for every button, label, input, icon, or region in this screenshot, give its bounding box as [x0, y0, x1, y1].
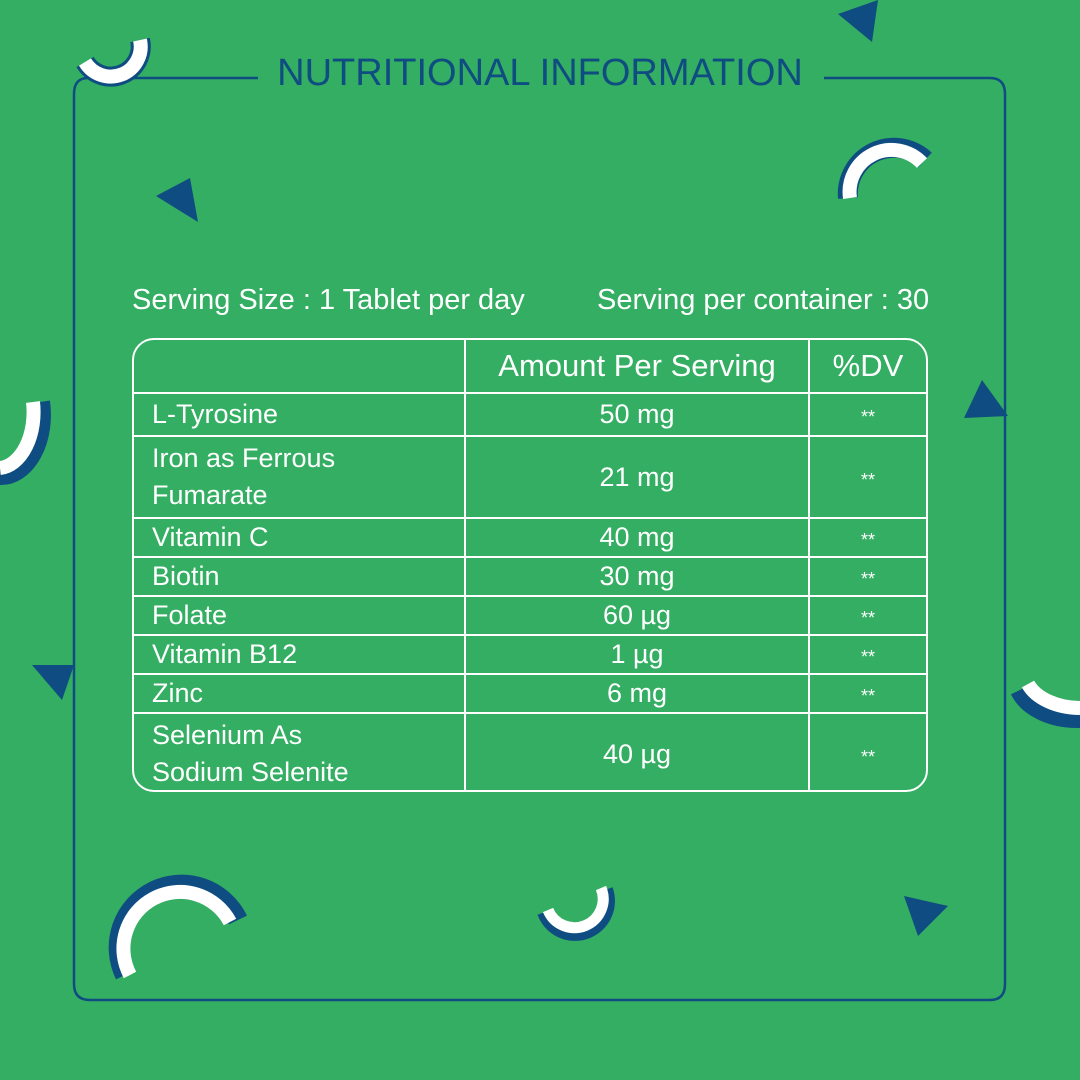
dv-cell: **: [808, 392, 926, 437]
header-cell: Amount Per Serving: [464, 340, 810, 394]
amt-text: 60 µg: [602, 600, 672, 630]
dv-cell: **: [808, 435, 926, 519]
nutrition-table: Amount Per Serving %DV L-Tyrosine 50 mg ** Ir…: [132, 338, 928, 792]
dv-cell: **: [808, 556, 926, 597]
name-cell: L-Tyrosine: [134, 392, 466, 437]
dv-cell: **: [808, 595, 926, 636]
header-cell: %DV: [808, 340, 926, 394]
name-text: Iron as Ferrous Fumarate: [152, 443, 336, 510]
table-row: Iron as Ferrous Fumarate 21 mg **: [134, 435, 926, 519]
dv-cell: **: [808, 634, 926, 675]
amt-cell: 1 µg: [464, 634, 810, 675]
amt-text: 50 mg: [599, 399, 675, 429]
name-cell: Iron as Ferrous Fumarate: [134, 435, 466, 519]
amt-cell: 60 µg: [464, 595, 810, 636]
table-row: Biotin 30 mg **: [134, 556, 926, 597]
name-text: Zinc: [152, 678, 204, 708]
name-text: L-Tyrosine: [152, 399, 279, 429]
header-row: Amount Per Serving %DV: [134, 340, 926, 394]
amt-text: 40 mg: [599, 522, 675, 552]
name-cell: Biotin: [134, 556, 466, 597]
amt-text: 30 mg: [599, 561, 675, 591]
name-text: Vitamin C: [152, 522, 269, 552]
name-cell: Selenium As Sodium Selenite: [134, 712, 466, 790]
header-text: %DV: [832, 348, 904, 383]
table-row: Selenium As Sodium Selenite 40 µg **: [134, 712, 926, 790]
table-row: Vitamin B12 1 µg **: [134, 634, 926, 675]
name-text: Vitamin B12: [152, 639, 298, 669]
name-text: Folate: [152, 600, 228, 630]
amt-text: 6 mg: [606, 678, 668, 708]
header-cell: [134, 340, 466, 394]
amt-cell: 6 mg: [464, 673, 810, 714]
name-cell: Zinc: [134, 673, 466, 714]
table-row: L-Tyrosine 50 mg **: [134, 392, 926, 437]
header-text: Amount Per Serving: [498, 348, 776, 383]
amt-cell: 50 mg: [464, 392, 810, 437]
dv-text: **: [860, 608, 875, 628]
dv-cell: **: [808, 517, 926, 558]
name-cell: Vitamin C: [134, 517, 466, 558]
amt-cell: 40 mg: [464, 517, 810, 558]
serving-per-container: Serving per container : 30: [597, 284, 930, 316]
amt-text: 40 µg: [602, 738, 672, 769]
name-cell: Vitamin B12: [134, 634, 466, 675]
amt-text: 1 µg: [610, 639, 664, 669]
serving-size: Serving Size : 1 Tablet per day: [132, 284, 525, 316]
name-cell: Folate: [134, 595, 466, 636]
name-text: Selenium As Sodium Selenite: [152, 720, 349, 787]
dv-text: **: [860, 686, 875, 706]
dv-text: **: [860, 647, 875, 667]
table-row: Zinc 6 mg **: [134, 673, 926, 714]
amt-text: 21 mg: [599, 461, 675, 492]
table: Amount Per Serving %DV L-Tyrosine 50 mg ** Ir…: [134, 340, 926, 790]
name-text: Biotin: [152, 561, 220, 591]
amt-cell: 21 mg: [464, 435, 810, 519]
dv-text: **: [860, 530, 875, 550]
table-row: Vitamin C 40 mg **: [134, 517, 926, 558]
table-row: Folate 60 µg **: [134, 595, 926, 636]
dv-text: **: [860, 469, 875, 490]
amt-cell: 40 µg: [464, 712, 810, 790]
dv-cell: **: [808, 712, 926, 790]
dv-text: **: [860, 407, 875, 427]
title: NUTRITIONAL INFORMATION: [277, 52, 803, 94]
dv-text: **: [860, 569, 875, 589]
dv-cell: **: [808, 673, 926, 714]
amt-cell: 30 mg: [464, 556, 810, 597]
dv-text: **: [860, 746, 875, 767]
